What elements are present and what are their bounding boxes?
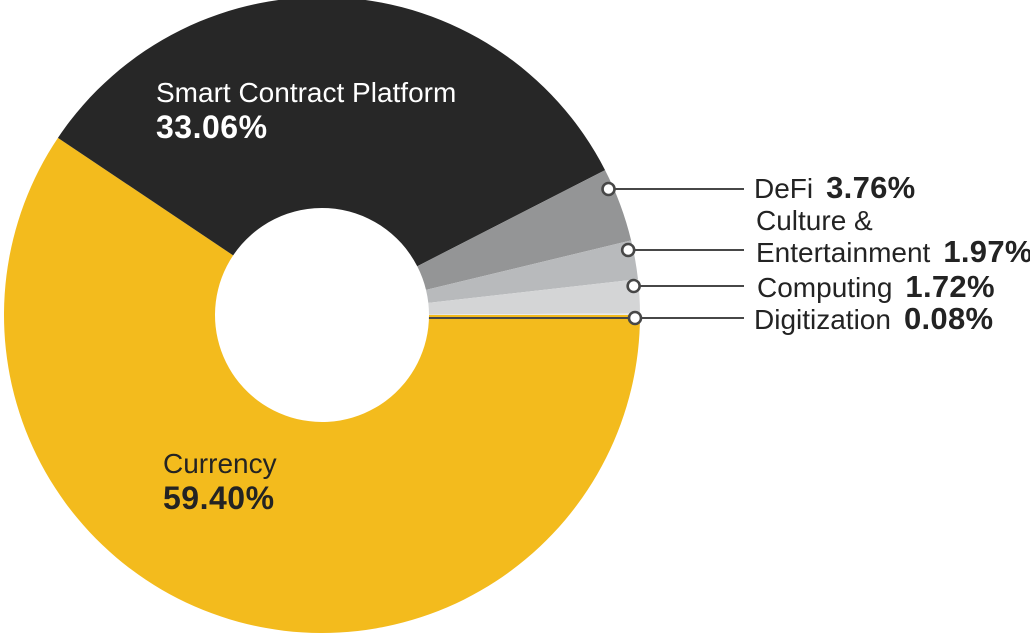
slice-value: 59.40% (163, 480, 275, 516)
callout-marker-culture-entertainment (620, 242, 636, 258)
callout-defi: DeFi 3.76% (754, 172, 916, 204)
pie-slice-currency (3, 137, 641, 634)
pie-slice-defi (417, 170, 632, 290)
callout-value: 0.08% (903, 301, 994, 336)
slice-name: Currency (163, 448, 277, 479)
pie-slice-digitization (428, 313, 640, 315)
callout-computing: Computing 1.72% (757, 271, 995, 303)
callout-name-line2: Entertainment (756, 237, 931, 268)
callout-culture-entertainment: Culture & Entertainment 1.97% (756, 205, 1030, 268)
callout-name: DeFi (754, 173, 814, 204)
callout-name-line1: Culture & (756, 205, 873, 236)
pie-slice-smart-contract-platform (57, 0, 606, 267)
callout-value: 1.97% (943, 234, 1030, 269)
callout-marker-digitization (627, 310, 643, 326)
callout-value: 3.76% (826, 170, 916, 205)
slice-value: 33.06% (156, 109, 268, 145)
callout-marker-defi (601, 181, 616, 197)
slice-label-smart-contract-platform: Smart Contract Platform 33.06% (156, 76, 456, 146)
slice-label-currency: Currency 59.40% (163, 447, 277, 517)
pie-slice-culture-entertainment (426, 240, 638, 303)
callout-marker-computing (626, 278, 641, 294)
pie-slice-computing (428, 279, 640, 315)
slice-name: Smart Contract Platform (156, 77, 457, 108)
callout-name: Digitization (754, 304, 891, 335)
callout-name: Computing (757, 272, 893, 303)
callout-digitization: Digitization 0.08% (754, 303, 993, 335)
callout-value: 1.72% (905, 269, 995, 304)
